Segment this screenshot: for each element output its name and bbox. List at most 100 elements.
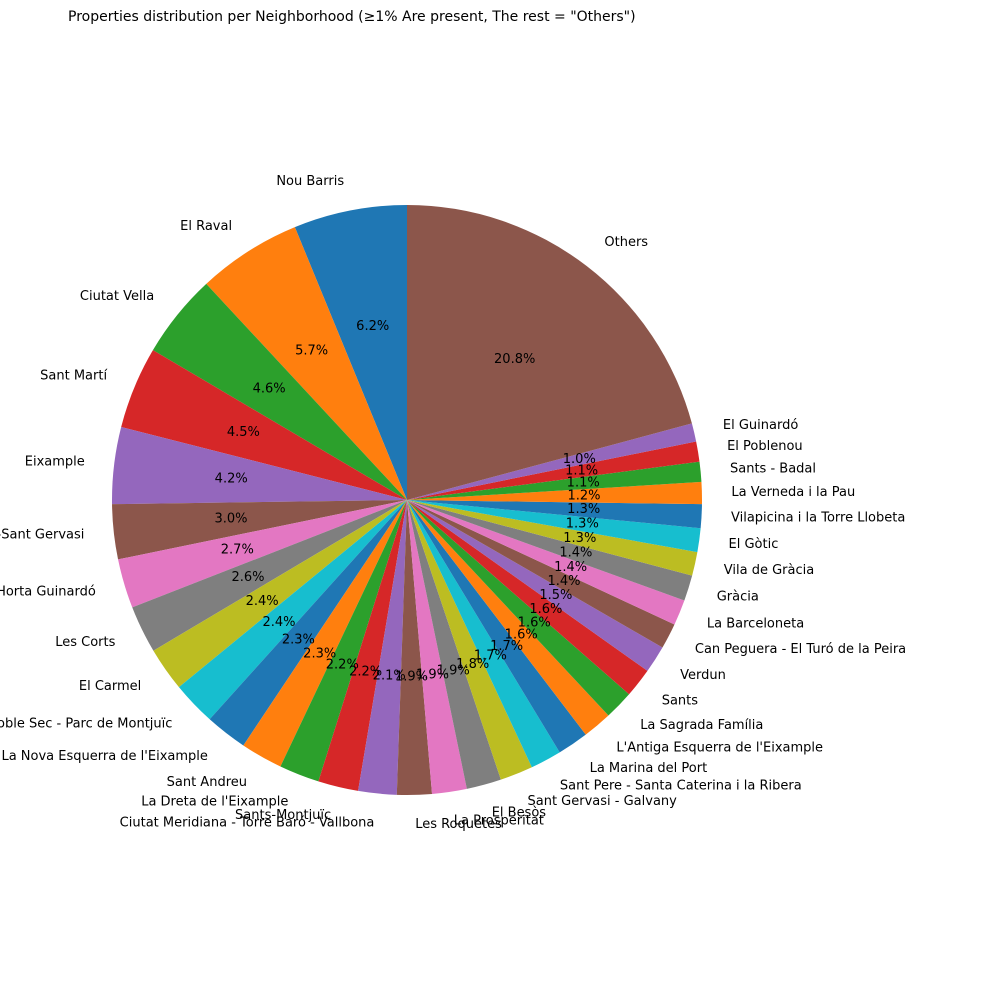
pie-slice	[407, 500, 560, 768]
pie-slice	[121, 350, 408, 500]
pie-slice	[407, 500, 663, 671]
pie-slice-category-label: El Raval	[180, 219, 232, 234]
pie-slice-percent-label: 1.8%	[456, 657, 489, 672]
pie-slice	[280, 500, 407, 782]
pie-slice-category-label: Horta Guinardó	[0, 585, 96, 600]
pie-slice-percent-label: 2.3%	[303, 647, 336, 662]
pie-slice-category-label: El Poblenou	[727, 439, 803, 454]
pie-slice	[396, 500, 433, 795]
pie-slice	[407, 500, 609, 735]
pie-slice-category-label: Sant Pere - Santa Caterina i la Ribera	[560, 779, 802, 794]
pie-slice-percent-label: 1.4%	[554, 560, 587, 575]
pie-slice-percent-label: 4.2%	[215, 472, 248, 487]
pie-slice-percent-label: 1.4%	[559, 545, 592, 560]
pie-slice-category-label: Verdun	[680, 668, 726, 683]
pie-slice	[407, 500, 532, 780]
pie-slice-category-label: Sant Andreu	[167, 775, 247, 790]
pie-slice-percent-label: 2.4%	[246, 594, 279, 609]
pie-slice-percent-label: 3.0%	[214, 512, 247, 527]
pie-slice-category-label: La Dreta de l'Eixample	[141, 795, 288, 810]
pie-slice	[407, 500, 501, 789]
pie-slice-percent-label: 2.3%	[282, 632, 315, 647]
pie-slice-percent-label: 1.6%	[505, 628, 538, 643]
pie-slice-percent-label: 4.5%	[227, 425, 260, 440]
pie-slice	[294, 205, 407, 500]
pie-slice-category-label: Sants - Badal	[730, 461, 816, 476]
pie-slice-percent-label: 1.0%	[563, 452, 596, 467]
pie-slice-category-label: El Guinardó	[723, 418, 798, 433]
pie-slice-category-label: El Gòtic	[729, 537, 779, 552]
pie-slice	[206, 227, 407, 500]
pie-slice-category-label: Sant Martí	[40, 369, 107, 384]
pie-slice-category-label: Sarrià-Sant Gervasi	[0, 528, 84, 543]
pie-slice	[407, 500, 701, 553]
pie-slice-category-label: La Sagrada Família	[640, 718, 763, 733]
pie-slice-category-label: La Nova Esquerra de l'Eixample	[1, 749, 207, 764]
pie-slice	[118, 500, 408, 608]
pie-slice-category-label: Sant Gervasi - Galvany	[528, 794, 678, 809]
pie-slice	[407, 500, 685, 625]
pie-slice-category-label: Ciutat Vella	[80, 289, 154, 304]
pie-slice-percent-label: 2.6%	[231, 570, 264, 585]
pie-slice-percent-label: 1.9%	[437, 663, 470, 678]
pie-slice-percent-label: 2.4%	[262, 615, 295, 630]
pie-slice-percent-label: 1.6%	[518, 616, 551, 631]
pie-slice-category-label: El Poble Sec - Parc de Montjuïc	[0, 717, 172, 732]
pie-slice-category-label: El Besòs	[492, 806, 547, 821]
pie-slice-category-label: Vilapicina i la Torre Llobeta	[731, 510, 905, 525]
pie-slice-percent-label: 1.3%	[563, 531, 596, 546]
pie-slice-category-label: Ciutat Meridiana - Torre Baró - Vallbona	[120, 815, 375, 830]
pie-slice-percent-label: 1.9%	[395, 669, 428, 684]
pie-slice-percent-label: 2.1%	[373, 669, 406, 684]
pie-slice	[407, 423, 697, 500]
pie-slice-category-label: Sants	[662, 694, 699, 709]
pie-slice	[152, 283, 407, 500]
pie-slice-percent-label: 2.7%	[221, 543, 254, 558]
pie-slice-percent-label: 6.2%	[356, 319, 389, 334]
pie-slice	[407, 205, 692, 500]
pie-slice	[407, 500, 467, 794]
pie-slice-percent-label: 5.7%	[295, 343, 328, 358]
pie-slice-category-label: L'Antiga Esquerra de l'Eixample	[616, 740, 823, 755]
pie-slice-category-label: Les Roquetes	[415, 817, 502, 832]
pie-slice	[407, 481, 703, 505]
pie-slice-category-label: El Carmel	[79, 679, 141, 694]
pie-slice-percent-label: 1.3%	[566, 517, 599, 532]
pie-slice	[112, 427, 408, 505]
pie-slice	[407, 500, 648, 695]
chart-title: Properties distribution per Neighborhood…	[68, 9, 636, 25]
pie-slice-percent-label: 2.2%	[326, 657, 359, 672]
pie-slice	[358, 500, 407, 795]
pie-slice-percent-label: 1.4%	[547, 574, 580, 589]
pie-slice	[318, 500, 407, 791]
pie-slice	[132, 500, 407, 651]
pie-slice-percent-label: 20.8%	[494, 352, 535, 367]
pie-slice-category-label: La Barceloneta	[707, 616, 804, 631]
pie-slice	[407, 500, 698, 576]
pie-slice	[243, 500, 407, 767]
pie-slice	[178, 500, 407, 720]
pie-slice-percent-label: 1.6%	[529, 602, 562, 617]
pie-slice-percent-label: 1.9%	[416, 668, 449, 683]
pie-slice-percent-label: 2.2%	[349, 665, 382, 680]
pie-slice	[407, 441, 700, 500]
pie-slice-percent-label: 1.2%	[567, 488, 600, 503]
pie-slice	[112, 500, 407, 560]
pie-slice-category-label: Gràcia	[717, 590, 759, 605]
pie-slice-percent-label: 4.6%	[253, 382, 286, 397]
pie-slice-percent-label: 1.7%	[490, 639, 523, 654]
pie-slice	[407, 500, 675, 648]
pie-slice	[209, 500, 407, 746]
pie-slice-percent-label: 1.1%	[565, 463, 598, 478]
pie-slice	[153, 500, 407, 688]
pie-slice-category-label: Can Peguera - El Turó de la Peira	[695, 642, 906, 657]
pie-slice-category-label: Nou Barris	[276, 174, 344, 189]
pie-slice-percent-label: 1.3%	[567, 502, 600, 517]
pie-slice-percent-label: 1.7%	[474, 649, 507, 664]
pie-slice-category-label: La Marina del Port	[590, 761, 708, 776]
pie-slice-category-label: Eixample	[25, 454, 85, 469]
pie-slice	[407, 500, 693, 601]
pie-slice-percent-label: 1.1%	[567, 476, 600, 491]
pie-slice	[407, 500, 702, 529]
